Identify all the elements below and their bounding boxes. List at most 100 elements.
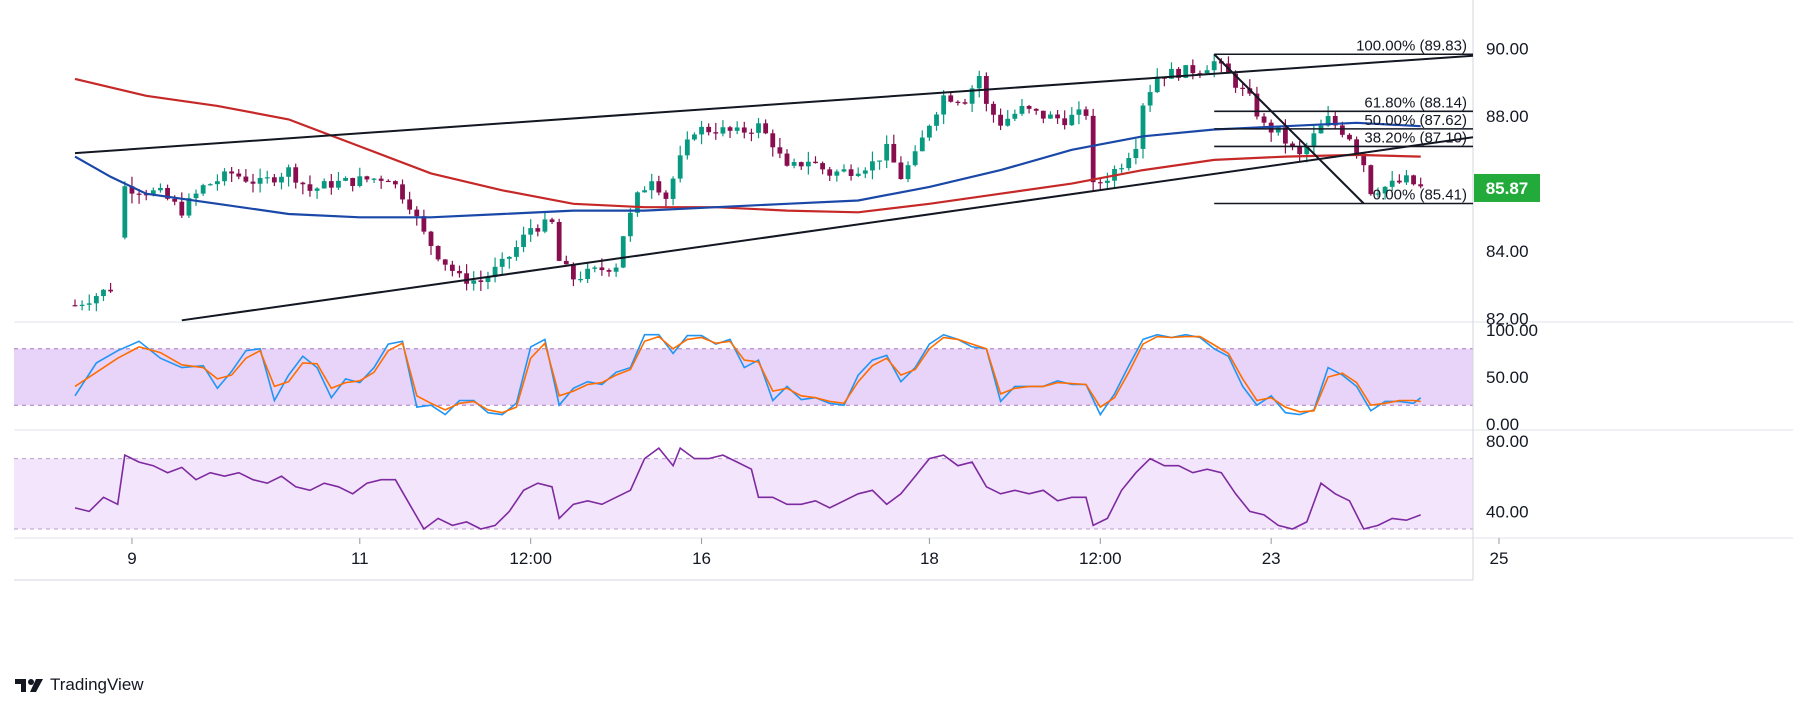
candle-body bbox=[514, 247, 519, 257]
candle-body bbox=[321, 181, 327, 189]
candle-body bbox=[542, 219, 548, 232]
candle-body bbox=[236, 173, 242, 177]
candle-body bbox=[478, 280, 484, 282]
candle-body bbox=[663, 192, 669, 199]
time-tick-label-3: 16 bbox=[692, 549, 711, 568]
rsi-line-0 bbox=[74, 446, 1421, 531]
candle-body bbox=[927, 125, 932, 138]
candle-body bbox=[1375, 193, 1381, 195]
candle-body bbox=[578, 279, 583, 281]
candle-body bbox=[905, 165, 911, 180]
candle-body bbox=[1197, 73, 1203, 75]
candle-body bbox=[485, 276, 491, 282]
candle-body bbox=[670, 178, 676, 199]
trendline-group bbox=[74, 53, 1473, 322]
candle-body bbox=[1026, 105, 1032, 109]
candle-body bbox=[713, 132, 719, 134]
candle-body bbox=[471, 280, 477, 284]
candle-body bbox=[706, 126, 712, 133]
candle-body bbox=[165, 187, 170, 199]
candle-body bbox=[813, 161, 818, 164]
candle-body bbox=[934, 114, 939, 126]
candle-body bbox=[870, 161, 875, 171]
candle-body bbox=[1176, 68, 1181, 78]
candle-body bbox=[855, 173, 861, 176]
candle-body bbox=[756, 123, 761, 133]
candle-body bbox=[464, 273, 469, 284]
candle-body bbox=[158, 187, 163, 191]
candle-body bbox=[734, 127, 740, 131]
candle-body bbox=[1033, 108, 1039, 111]
candle-body bbox=[606, 270, 612, 272]
candle-body bbox=[1325, 116, 1331, 126]
candle-body bbox=[962, 102, 968, 104]
time-tick-label-6: 23 bbox=[1262, 549, 1281, 568]
candle-body bbox=[827, 169, 833, 176]
candle-body bbox=[257, 178, 263, 184]
candle-body bbox=[770, 133, 776, 148]
candle-body bbox=[884, 143, 890, 161]
candle-body bbox=[528, 228, 534, 235]
candle-body bbox=[179, 201, 185, 216]
candle-body bbox=[571, 264, 576, 280]
candle-body bbox=[763, 123, 769, 134]
time-tick-label-4: 18 bbox=[920, 549, 939, 568]
candle-body bbox=[449, 264, 455, 271]
candle-body bbox=[1147, 92, 1153, 106]
candle-body bbox=[250, 181, 256, 184]
candle-body bbox=[428, 231, 434, 247]
fib-level-label-4: 0.00% (85.41) bbox=[1373, 186, 1467, 203]
candle-body bbox=[592, 267, 598, 269]
candle-body bbox=[1169, 68, 1174, 79]
stochastic-line-0 bbox=[74, 333, 1422, 417]
time-tick-label-0: 9 bbox=[127, 549, 136, 568]
candle-body bbox=[1204, 70, 1210, 74]
candle-body bbox=[805, 161, 811, 167]
candle-body bbox=[1261, 116, 1267, 123]
candle-body bbox=[243, 176, 249, 182]
candle-body bbox=[1140, 105, 1146, 149]
candle-body bbox=[791, 162, 797, 166]
candle-body bbox=[1048, 114, 1053, 119]
tradingview-brand[interactable]: TradingView bbox=[14, 675, 144, 695]
candle-body bbox=[186, 198, 192, 216]
candle-body bbox=[563, 260, 569, 265]
candle-body bbox=[414, 209, 420, 217]
candle-body bbox=[442, 259, 448, 265]
candle-body bbox=[1382, 186, 1388, 194]
candle-body bbox=[364, 176, 370, 180]
candle-body bbox=[549, 219, 555, 222]
time-tick-label-7: 25 bbox=[1490, 549, 1509, 568]
candle-body bbox=[193, 193, 199, 199]
candle-body bbox=[841, 169, 847, 172]
candle-body bbox=[1304, 145, 1310, 155]
candle-body bbox=[86, 303, 92, 305]
stochastic-line-1 bbox=[74, 335, 1421, 414]
trendline-upper-channel bbox=[74, 54, 1473, 155]
candle-body bbox=[1233, 73, 1238, 88]
candle-body bbox=[1290, 143, 1295, 147]
candle-body bbox=[998, 114, 1003, 126]
candle-body bbox=[613, 267, 619, 272]
candle-body bbox=[585, 268, 591, 280]
brand-name: TradingView bbox=[50, 675, 144, 694]
candle-body bbox=[1097, 182, 1103, 184]
candle-body bbox=[136, 193, 142, 195]
candle-body bbox=[314, 188, 320, 191]
rsi-band bbox=[14, 458, 1473, 529]
fib-level-label-3: 38.20% (87.10) bbox=[1364, 129, 1467, 146]
candle-body bbox=[1347, 134, 1352, 140]
stochastic-tick-label-1: 50.00 bbox=[1486, 368, 1529, 387]
tradingview-logo-icon bbox=[15, 679, 43, 692]
candle-body bbox=[848, 169, 854, 176]
candle-body bbox=[1311, 133, 1317, 146]
candle-body bbox=[506, 256, 512, 259]
candle-body bbox=[1368, 165, 1374, 195]
candle-body bbox=[293, 167, 299, 183]
candle-body bbox=[108, 289, 113, 292]
candle-body bbox=[393, 181, 398, 185]
candle-body bbox=[699, 126, 704, 135]
candle-body bbox=[677, 155, 683, 179]
candle-body bbox=[93, 296, 99, 304]
